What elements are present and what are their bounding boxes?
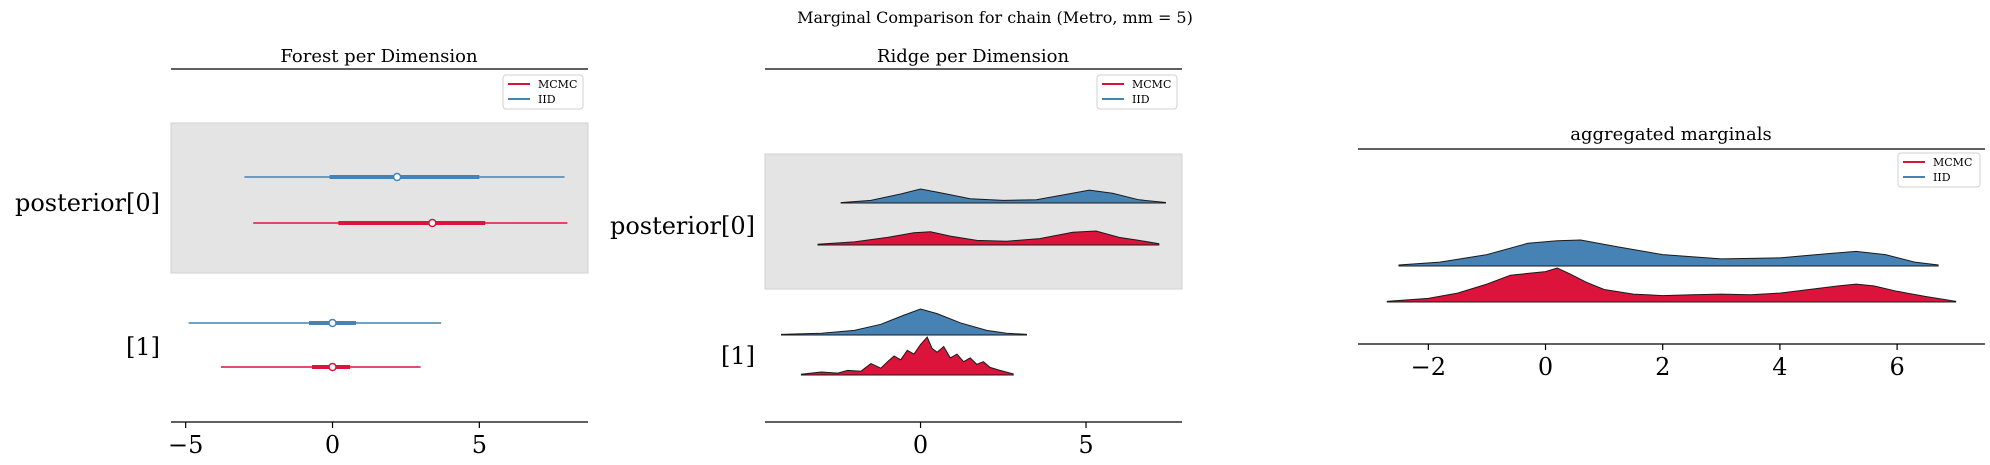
legend-label-mcmc: MCMC <box>1933 156 1972 169</box>
ridge-density <box>800 336 1014 376</box>
shaded-band <box>170 122 589 274</box>
legend-label-mcmc: MCMC <box>1132 78 1171 91</box>
figure-suptitle: Marginal Comparison for chain (Metro, mm… <box>797 8 1193 27</box>
forest-marks <box>188 172 568 372</box>
x-tick-label: −2 <box>1411 353 1446 381</box>
x-tick-label: 5 <box>472 431 487 459</box>
y-label-posterior-0: posterior[0] <box>610 212 755 240</box>
aggregated-panel: aggregated marginals −2 0 2 4 6 MCMC IID <box>1358 124 1985 381</box>
panel-title: aggregated marginals <box>1570 124 1771 145</box>
x-tick-label: 0 <box>325 431 340 459</box>
ridge-density <box>840 188 1166 204</box>
x-tick-label: 0 <box>1538 353 1553 381</box>
median-point <box>328 318 337 328</box>
x-tick-label: 2 <box>1655 353 1670 381</box>
ridge-density <box>781 308 1027 336</box>
y-label-1: [1] <box>721 342 755 370</box>
panel-title: Forest per Dimension <box>280 46 478 67</box>
legend-label-iid: IID <box>1132 93 1150 106</box>
x-ticks: −2 0 2 4 6 <box>1411 344 1905 381</box>
legend-label-mcmc: MCMC <box>538 78 577 91</box>
y-label-1: [1] <box>126 333 160 361</box>
x-tick-label: 5 <box>1078 431 1093 459</box>
x-ticks: −5 0 5 <box>168 422 487 459</box>
median-point <box>428 218 437 228</box>
ridge-density <box>817 230 1160 246</box>
forest-panel: Forest per Dimension posterior[0] [1] −5… <box>15 46 589 459</box>
legend-label-iid: IID <box>538 93 556 106</box>
y-label-posterior-0: posterior[0] <box>15 189 160 217</box>
panel-title: Ridge per Dimension <box>877 46 1070 67</box>
legend: MCMC IID <box>1096 74 1178 110</box>
x-tick-label: 0 <box>913 431 928 459</box>
ridge-density <box>1398 239 1939 267</box>
legend-label-iid: IID <box>1933 171 1951 184</box>
ridge-marks <box>1386 239 1957 303</box>
shaded-band <box>764 153 1183 290</box>
ridge-marks <box>781 188 1166 376</box>
median-point <box>392 172 402 182</box>
legend: MCMC IID <box>502 74 584 110</box>
legend: MCMC IID <box>1897 152 1981 188</box>
x-tick-label: 4 <box>1772 353 1787 381</box>
median-point <box>328 362 337 372</box>
x-tick-label: −5 <box>168 431 203 459</box>
x-tick-label: 6 <box>1889 353 1904 381</box>
ridge-density <box>1386 267 1957 303</box>
